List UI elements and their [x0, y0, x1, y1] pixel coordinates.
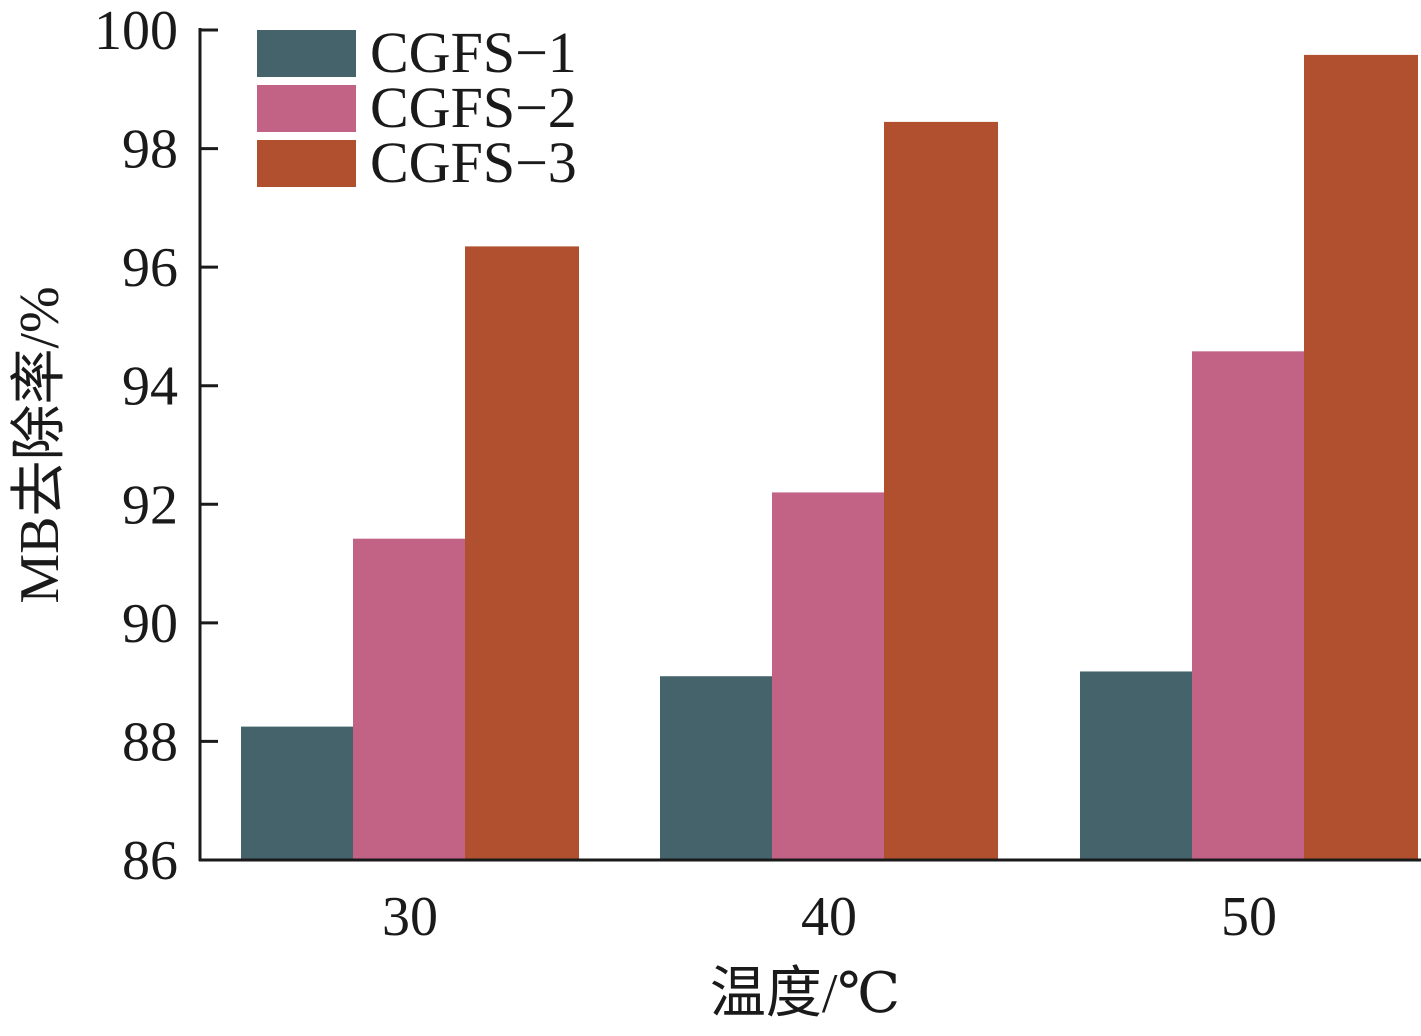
y-tick-label-86: 86	[122, 830, 178, 892]
bar-3-50	[1304, 54, 1418, 860]
bar-2-50	[1192, 351, 1304, 860]
y-tick-label-100: 100	[94, 0, 178, 62]
x-axis-title: 温度/℃	[710, 963, 900, 1025]
y-axis-title: MB去除率/%	[9, 286, 71, 603]
bar-1-30	[241, 726, 353, 860]
y-tick-label-88: 88	[122, 711, 178, 773]
x-tick-label-40: 40	[801, 886, 857, 948]
y-tick-label-98: 98	[122, 119, 178, 181]
legend-swatch-3	[257, 140, 356, 187]
y-tick-label-94: 94	[122, 356, 178, 418]
legend-label-2: CGFS−2	[370, 75, 577, 140]
bar-2-30	[353, 538, 465, 860]
bar-3-30	[465, 246, 579, 861]
y-tick-label-90: 90	[122, 593, 178, 655]
legend-label-1: CGFS−1	[370, 20, 577, 85]
x-tick-label-30: 30	[382, 886, 438, 948]
bars-layer	[241, 54, 1418, 861]
bar-1-50	[1080, 671, 1192, 860]
legend-swatch-1	[257, 30, 356, 77]
y-tick-label-92: 92	[122, 474, 178, 536]
bar-3-40	[884, 121, 998, 860]
legend-swatch-2	[257, 85, 356, 132]
bar-1-40	[660, 676, 772, 860]
bar-2-40	[772, 492, 884, 860]
legend-label-3: CGFS−3	[370, 130, 577, 195]
y-tick-label-96: 96	[122, 237, 178, 299]
axes-layer: 30 40 50 86 88 90 92 94 96 98 100	[94, 0, 1421, 948]
x-tick-label-50: 50	[1221, 886, 1277, 948]
